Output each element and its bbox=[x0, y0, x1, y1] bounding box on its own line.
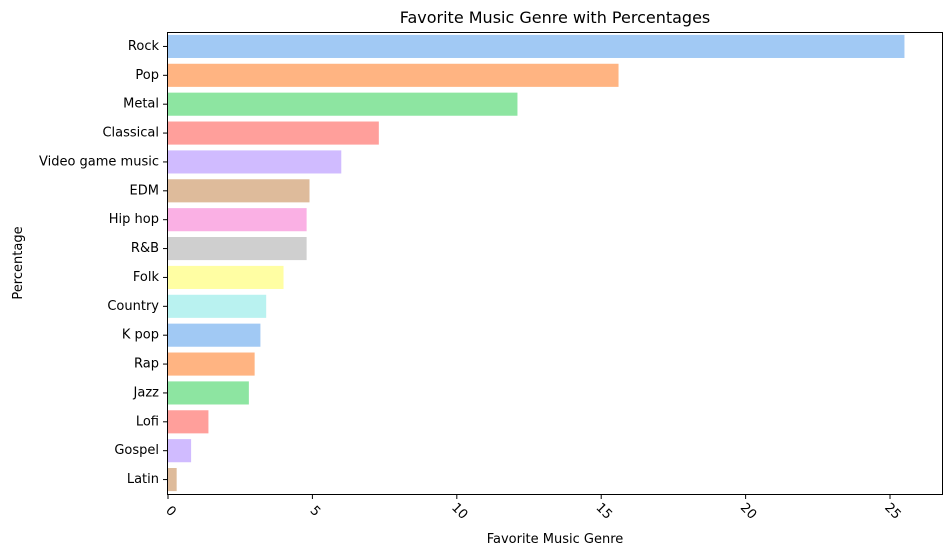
category-label: K pop bbox=[122, 328, 159, 343]
bars-group bbox=[168, 34, 905, 492]
bar-metal bbox=[168, 92, 518, 116]
bar-gospel bbox=[168, 439, 192, 463]
category-label: Country bbox=[107, 299, 159, 314]
category-label: Folk bbox=[133, 270, 160, 285]
bar-lofi bbox=[168, 410, 209, 434]
bar-rap bbox=[168, 352, 255, 376]
x-tick-label: 5 bbox=[307, 503, 323, 519]
bar-country bbox=[168, 294, 267, 318]
bar-classical bbox=[168, 121, 379, 145]
x-ticks: 0 5 10 15 20 25 bbox=[162, 494, 904, 523]
bar-folk bbox=[168, 265, 284, 289]
x-tick-label: 25 bbox=[881, 500, 903, 522]
bar-rock bbox=[168, 34, 905, 58]
bar-r-b bbox=[168, 237, 307, 261]
x-tick-label: 20 bbox=[737, 500, 759, 522]
x-tick-label: 10 bbox=[448, 500, 470, 522]
x-tick-label: 0 bbox=[162, 503, 178, 519]
category-label: EDM bbox=[130, 183, 159, 198]
bar-jazz bbox=[168, 381, 249, 405]
category-label: Lofi bbox=[136, 414, 159, 429]
chart-title: Favorite Music Genre with Percentages bbox=[400, 8, 711, 27]
bar-video-game-music bbox=[168, 150, 342, 174]
category-label: Pop bbox=[135, 68, 159, 83]
category-label: Jazz bbox=[133, 385, 160, 400]
x-axis-label: Favorite Music Genre bbox=[487, 532, 624, 547]
plot-frame bbox=[167, 32, 943, 495]
category-label: Classical bbox=[102, 126, 159, 141]
x-tick-label: 15 bbox=[593, 500, 615, 522]
y-axis-label: Percentage bbox=[11, 226, 26, 299]
bar-k-pop bbox=[168, 323, 261, 347]
category-label: Rock bbox=[128, 39, 160, 54]
bar-hip-hop bbox=[168, 208, 307, 232]
category-label: R&B bbox=[131, 241, 159, 256]
category-label: Hip hop bbox=[109, 212, 159, 227]
category-label: Gospel bbox=[114, 443, 159, 458]
category-labels: Rock Pop Metal Classical Video game music EDM… bbox=[39, 39, 168, 487]
category-label: Metal bbox=[123, 97, 159, 112]
category-label: Video game music bbox=[39, 154, 159, 169]
category-label: Latin bbox=[127, 472, 159, 487]
category-label: Rap bbox=[134, 357, 159, 372]
bar-edm bbox=[168, 179, 310, 203]
bar-latin bbox=[168, 468, 177, 492]
bar-pop bbox=[168, 63, 619, 87]
